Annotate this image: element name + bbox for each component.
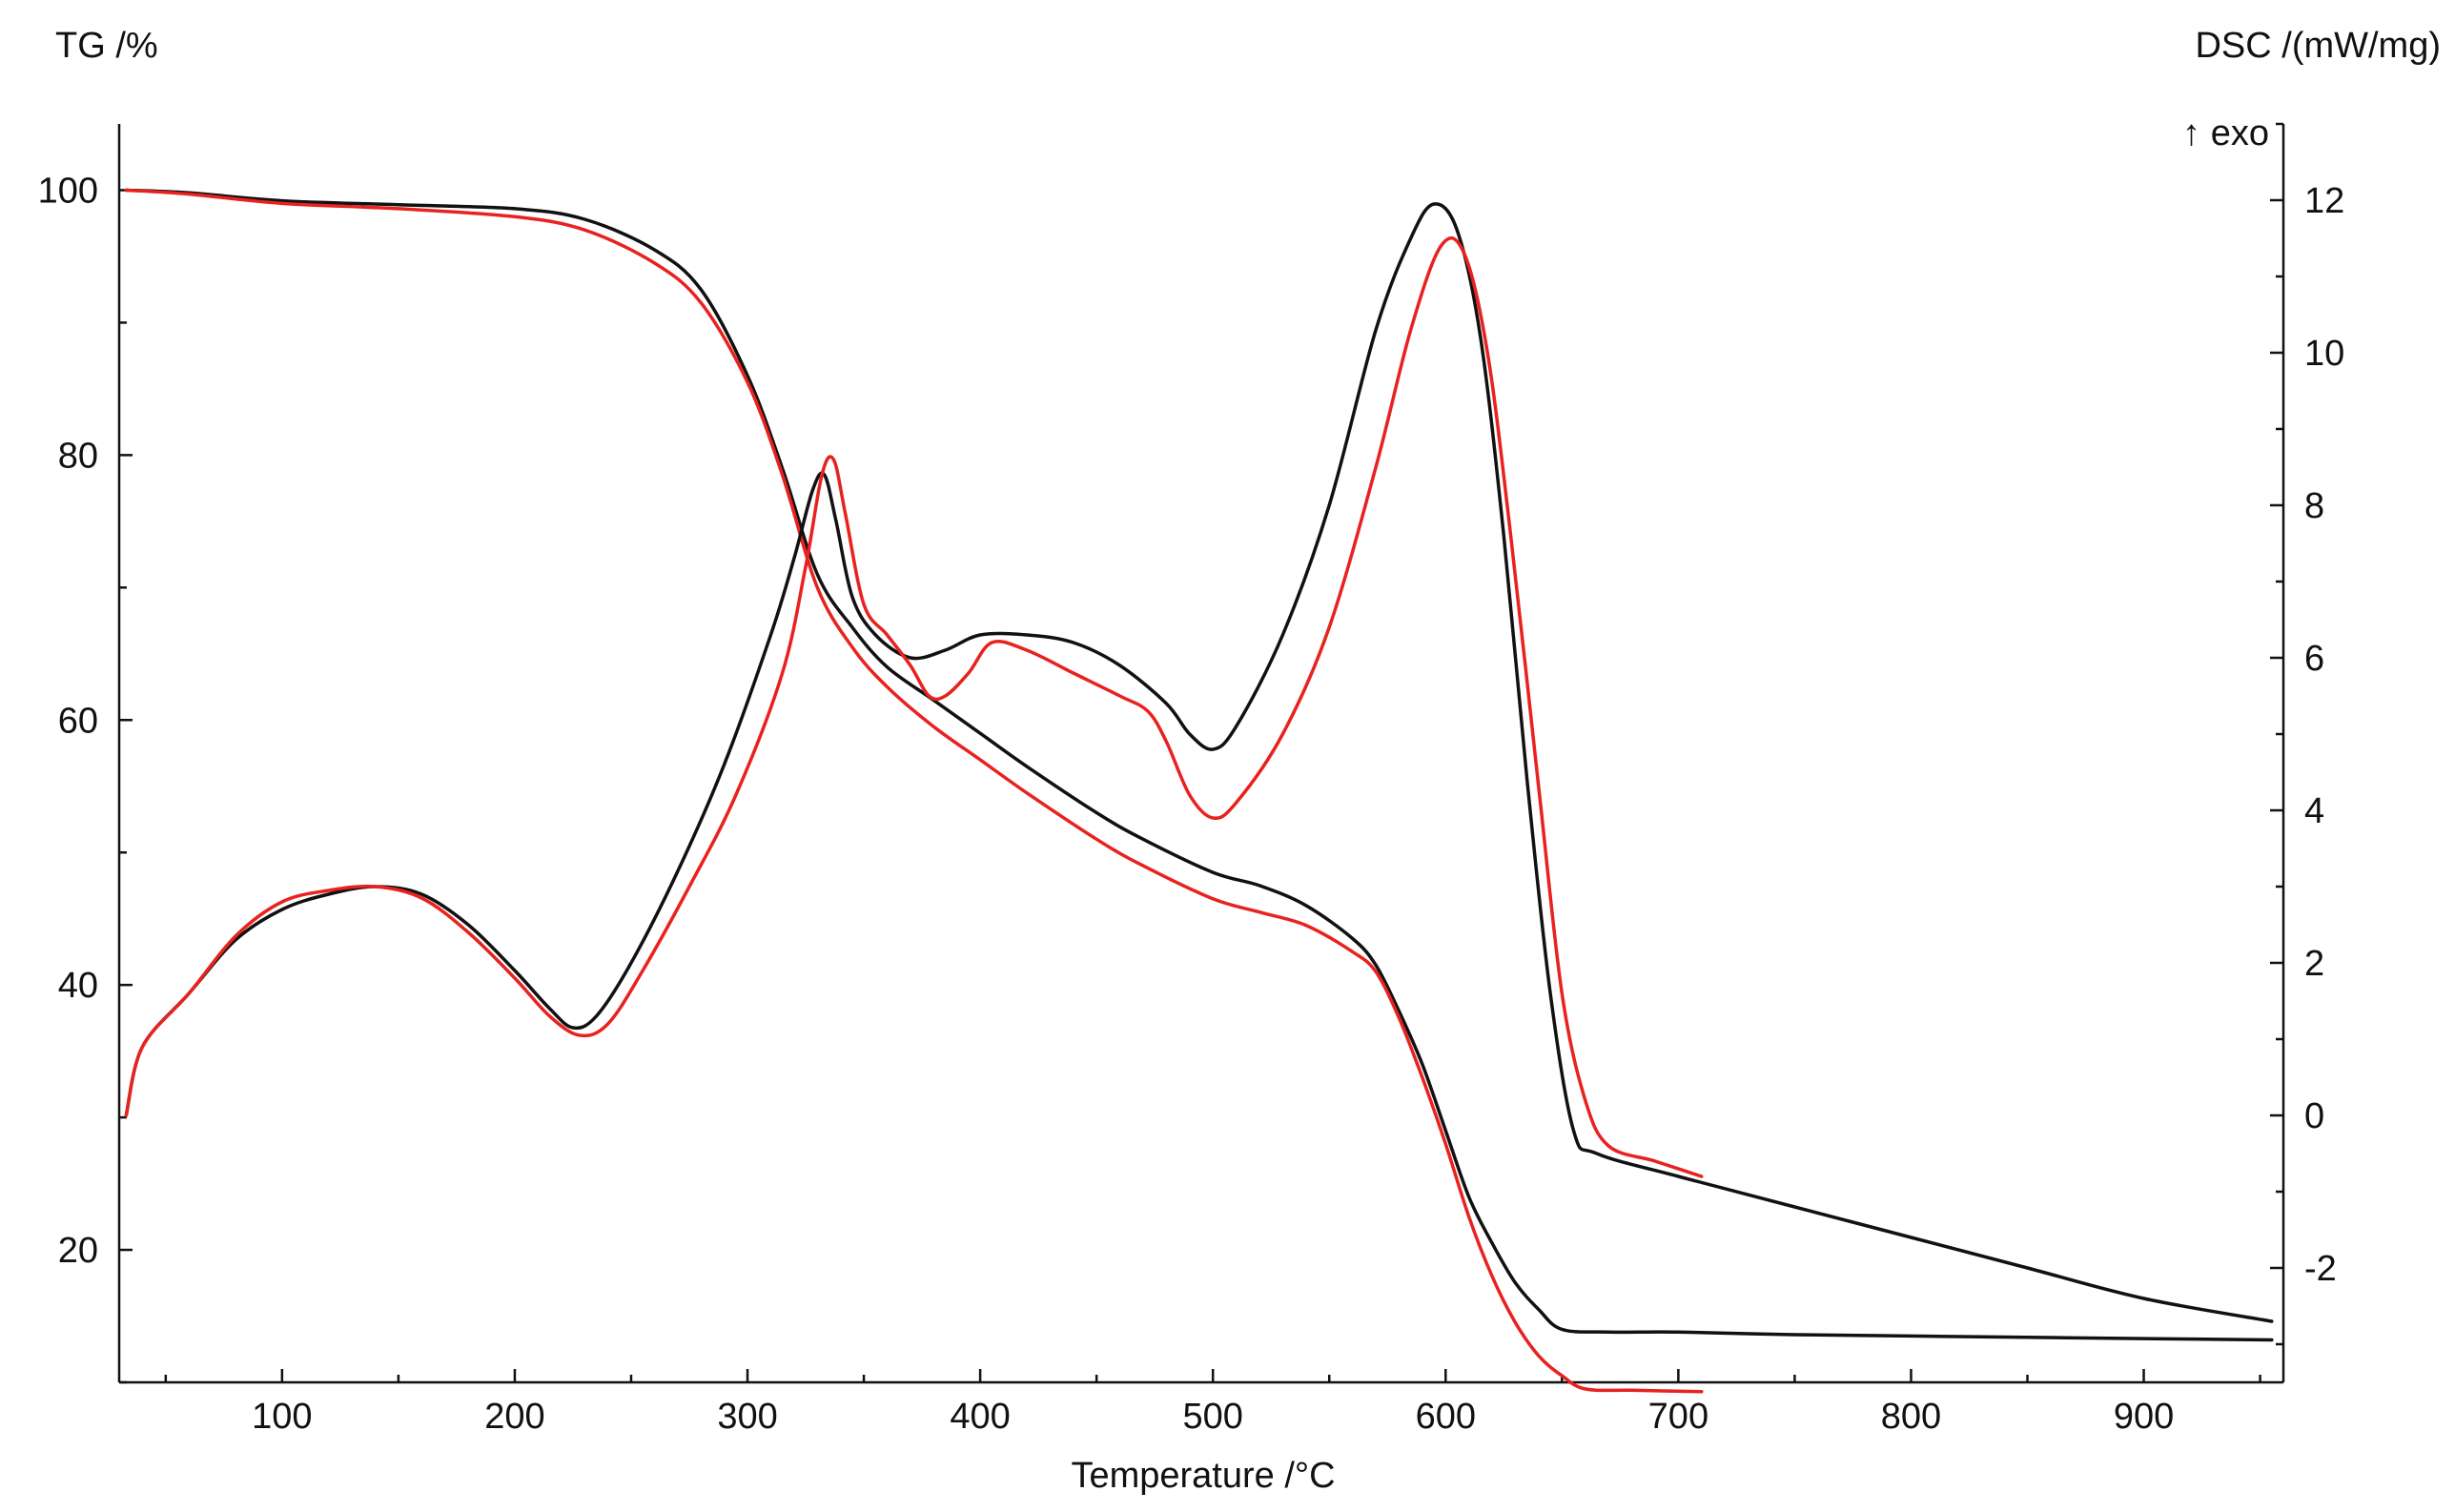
x-axis-ticks: 100 200 300 400 500 600 700 800 900	[164, 1369, 2261, 1437]
left-axis-title: TG /%	[55, 26, 158, 66]
left-tick-label: 100	[38, 171, 98, 211]
x-tick-label: 700	[1648, 1397, 1708, 1437]
right-tick-label: 0	[2304, 1096, 2324, 1136]
x-tick-label: 200	[484, 1397, 544, 1437]
chart-curves	[124, 188, 2274, 1394]
x-tick-label: 300	[717, 1397, 777, 1437]
tg-curve-black	[124, 188, 2274, 1342]
exo-direction-label: ↑ exo	[2182, 113, 2269, 153]
x-tick-label: 400	[950, 1397, 1010, 1437]
right-axis-title: DSC /(mW/mg)	[2195, 26, 2441, 66]
left-tick-label: 80	[58, 436, 98, 476]
left-tick-label: 40	[58, 966, 98, 1006]
left-tick-label: 60	[58, 701, 98, 741]
dsc-curve-black	[124, 202, 2274, 1323]
right-tick-label: 8	[2304, 486, 2324, 526]
right-axis-ticks: -2 0 2 4 6 8 10 12	[2270, 122, 2344, 1346]
right-tick-label: 4	[2304, 791, 2324, 831]
x-axis-title: Temperature /°C	[1071, 1456, 1335, 1496]
x-tick-label: 600	[1416, 1397, 1476, 1437]
x-tick-label: 100	[252, 1397, 312, 1437]
x-tick-label: 800	[1881, 1397, 1941, 1437]
x-tick-label: 900	[2114, 1397, 2174, 1437]
left-tick-label: 20	[58, 1231, 98, 1271]
dsc-curve-red	[124, 236, 1704, 1178]
right-tick-label: 6	[2304, 639, 2324, 679]
tg-curve-red	[124, 188, 1704, 1394]
x-tick-label: 500	[1183, 1397, 1243, 1437]
right-tick-label: 12	[2304, 181, 2344, 221]
right-tick-label: -2	[2304, 1249, 2337, 1289]
right-tick-label: 10	[2304, 334, 2344, 374]
right-tick-label: 2	[2304, 944, 2324, 984]
